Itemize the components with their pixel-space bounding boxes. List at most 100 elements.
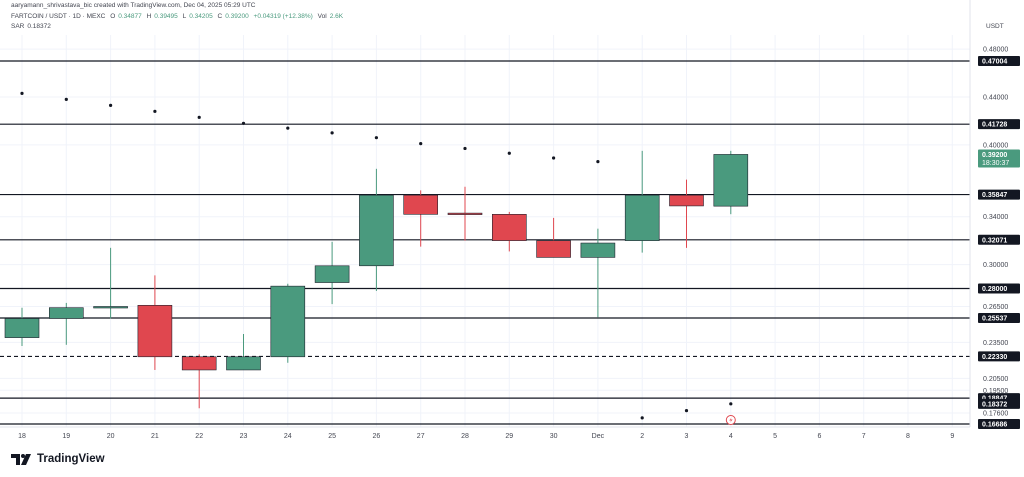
sar-dot (419, 142, 423, 146)
sar-dot (374, 136, 378, 140)
candles (4, 150, 749, 409)
sar-dot (20, 91, 24, 95)
x-tick-label: 7 (862, 433, 866, 440)
candle (403, 190, 439, 247)
currency-label: USDT (986, 23, 1004, 30)
candle (624, 150, 660, 253)
candle (491, 211, 527, 252)
sar-tag-bg (978, 398, 1020, 409)
x-tick-label: 25 (328, 433, 336, 440)
x-tick-label: 23 (240, 433, 248, 440)
high-value: 0.39495 (154, 13, 178, 20)
y-tick-label: 0.30000 (983, 262, 1008, 269)
level-tag: 0.47004 (978, 56, 1020, 66)
x-tick-label: 19 (62, 433, 70, 440)
last-price-bg (978, 149, 1020, 168)
sar-dot (197, 115, 201, 119)
x-tick-label: 27 (417, 433, 425, 440)
sar-dot (153, 109, 157, 113)
y-tick-label: 0.17600 (983, 411, 1008, 418)
tradingview-logo-icon (11, 453, 31, 465)
candle (270, 283, 306, 363)
sar-dot (552, 156, 556, 160)
x-tick-label: 26 (373, 433, 381, 440)
candle-body (270, 285, 306, 358)
x-tick-label: 20 (107, 433, 115, 440)
x-tick-label: 3 (685, 433, 689, 440)
level-tag-bg (978, 351, 1020, 362)
level-tag-bg (978, 234, 1020, 245)
level-tag-text: 0.35847 (982, 192, 1007, 199)
candle-body (4, 318, 40, 338)
x-tick-label: 28 (461, 433, 469, 440)
low-label: L (182, 13, 187, 20)
x-tick-label: 29 (505, 433, 513, 440)
y-tick-label: 0.23500 (983, 340, 1008, 347)
candle-body (536, 240, 571, 258)
y-tick-label: 0.26500 (983, 304, 1008, 311)
tradingview-logo[interactable]: TradingView (11, 453, 105, 465)
ohlc-header: FARTCOIN / USDT · 1D · MEXC O 0.34877 H 0.… (11, 13, 346, 20)
last-price-value: 0.39200 (982, 152, 1007, 159)
candle (93, 247, 128, 319)
y-tick-label: 0.34000 (983, 214, 1008, 221)
candle-body (48, 307, 84, 319)
sar-dot (286, 126, 290, 130)
level-tag-text: 0.32071 (982, 237, 1007, 244)
candle-body (669, 194, 704, 207)
level-tag-bg (978, 189, 1020, 200)
level-tag-text: 0.16686 (982, 422, 1007, 429)
x-tick-label: 9 (950, 433, 954, 440)
level-tag: 0.22330 (978, 351, 1020, 362)
candle (359, 168, 394, 291)
candle-body (713, 154, 749, 207)
level-tag: 0.32071 (978, 234, 1020, 245)
axes: 18 19 20 21 22 23 24 25 26 27 28 29 30 Dec 2 3 4 5 6 7 8 90.4… (0, 0, 1008, 440)
symbol-name[interactable]: FARTCOIN / USDT · 1D · MEXC (11, 13, 106, 20)
candle (137, 275, 173, 370)
price-tags: 0.47004 0.41728 0.35847 0.32071 0.28000 0.255… (978, 56, 1020, 429)
x-tick-label: 18 (18, 433, 26, 440)
sar-header: SAR 0.18372 (11, 23, 54, 30)
sar-label[interactable]: SAR (11, 23, 25, 30)
level-tag-bg (978, 313, 1020, 324)
open-label: O (110, 13, 116, 20)
x-tick-label: 6 (817, 433, 821, 440)
y-tick-label: 0.48000 (983, 47, 1008, 54)
low-value: 0.34205 (189, 13, 213, 20)
lightning-icon (725, 415, 736, 425)
candle-body (226, 356, 261, 371)
level-tag-text: 0.22330 (982, 354, 1007, 361)
sar-dot (507, 151, 511, 155)
sar-dots (20, 91, 733, 420)
level-tag: 0.28000 (978, 283, 1020, 294)
sar-dot (729, 402, 733, 406)
candle (713, 150, 749, 215)
candle-body (181, 356, 217, 371)
level-tag-text: 0.47004 (982, 59, 1007, 66)
level-tag-bg (978, 119, 1020, 130)
brand-name: TradingView (37, 453, 105, 465)
open-value: 0.34877 (118, 13, 142, 20)
lightning-icon-bolt (729, 417, 733, 423)
change-value: +0.04319 (+12.38%) (253, 13, 313, 20)
x-tick-label: Dec (592, 433, 605, 440)
sar-dot (241, 121, 246, 125)
vol-value: 2.6K (329, 13, 344, 20)
sar-dot (330, 131, 334, 135)
candle-body (403, 194, 439, 215)
x-tick-label: 5 (773, 433, 777, 440)
level-tag: 0.41728 (978, 119, 1020, 130)
x-tick-label: 8 (906, 433, 910, 440)
x-tick-label: 4 (729, 433, 733, 440)
sar-dot (684, 409, 689, 413)
candle (314, 241, 350, 305)
level-tag-bg (978, 283, 1020, 294)
sar-dot (596, 160, 600, 164)
y-tick-label: 0.20500 (983, 376, 1008, 383)
candle (447, 186, 483, 241)
x-tick-label: 2 (640, 433, 644, 440)
grid (0, 35, 970, 427)
